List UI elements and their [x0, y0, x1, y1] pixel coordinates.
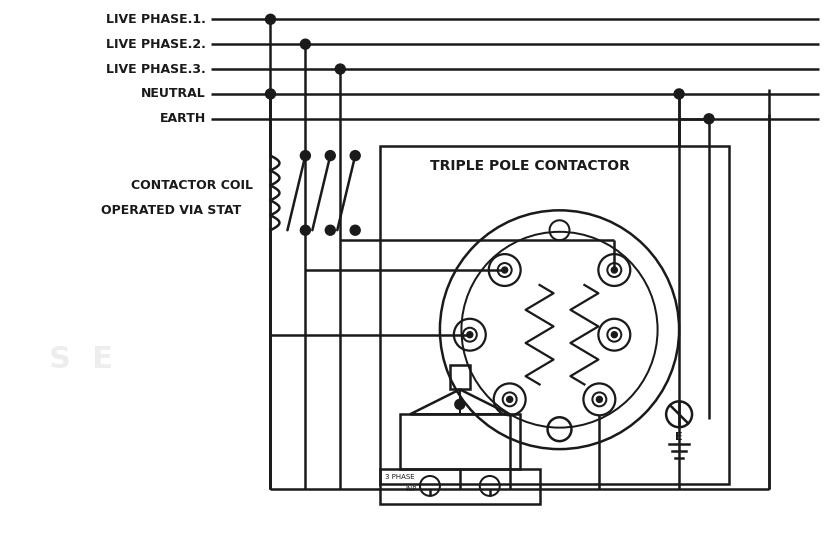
- Bar: [450, 365, 470, 389]
- Circle shape: [335, 64, 345, 74]
- Circle shape: [674, 89, 684, 99]
- Text: TRIPLE POLE CONTACTOR: TRIPLE POLE CONTACTOR: [430, 158, 629, 173]
- Text: LIVE PHASE.2.: LIVE PHASE.2.: [106, 37, 206, 51]
- Circle shape: [325, 226, 335, 235]
- Text: CONTACTOR COIL: CONTACTOR COIL: [131, 179, 253, 192]
- Circle shape: [301, 39, 311, 49]
- Text: OPERATED VIA STAT: OPERATED VIA STAT: [101, 204, 241, 217]
- Circle shape: [596, 397, 602, 403]
- Circle shape: [467, 332, 472, 338]
- Text: 3 PHASE: 3 PHASE: [385, 474, 415, 480]
- Bar: [380, 146, 729, 484]
- Circle shape: [325, 151, 335, 161]
- Circle shape: [301, 226, 311, 235]
- Text: INP: INP: [405, 486, 416, 492]
- Circle shape: [611, 267, 617, 273]
- Circle shape: [704, 114, 714, 124]
- Text: E: E: [676, 432, 683, 442]
- Text: LIVE PHASE.3.: LIVE PHASE.3.: [106, 63, 206, 75]
- Circle shape: [265, 89, 275, 99]
- Circle shape: [611, 332, 617, 338]
- Circle shape: [301, 151, 311, 161]
- Text: S  E: S E: [49, 345, 113, 374]
- Circle shape: [350, 151, 360, 161]
- Text: LIVE PHASE.1.: LIVE PHASE.1.: [106, 13, 206, 26]
- Circle shape: [350, 226, 360, 235]
- Bar: [380, 469, 539, 504]
- Circle shape: [265, 14, 275, 24]
- Text: NEUTRAL: NEUTRAL: [141, 87, 206, 101]
- Circle shape: [506, 397, 513, 403]
- Circle shape: [501, 267, 508, 273]
- Bar: [400, 414, 520, 469]
- Text: EARTH: EARTH: [159, 112, 206, 125]
- Circle shape: [455, 399, 465, 409]
